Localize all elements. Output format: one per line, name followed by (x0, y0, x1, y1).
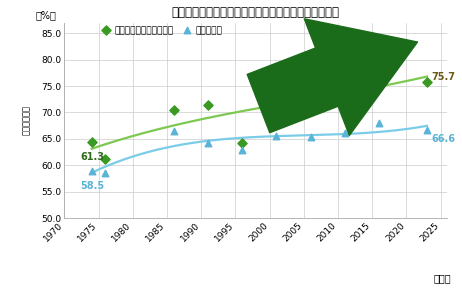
茅野市全域 (375, 121, 383, 125)
茅野市全域 (273, 134, 280, 139)
茅野市全域 (307, 135, 314, 140)
東急リゾートタウン蓼科 (204, 102, 212, 107)
Text: 58.5: 58.5 (80, 181, 104, 191)
茅野市全域 (102, 171, 109, 176)
Text: 75.7: 75.7 (431, 72, 455, 81)
Legend: 東急リゾートタウン蓼科, 茅野市全域: 東急リゾートタウン蓼科, 茅野市全域 (99, 25, 224, 36)
Text: 森林面積割合: 森林面積割合 (22, 106, 30, 136)
東急リゾートタウン蓼科 (273, 95, 280, 100)
Text: 66.6: 66.6 (431, 134, 455, 144)
東急リゾートタウン蓼科 (423, 80, 431, 85)
Text: （年）: （年） (434, 273, 451, 283)
東急リゾートタウン蓼科 (170, 108, 177, 113)
Text: 61.3: 61.3 (80, 152, 104, 162)
茅野市全域 (341, 130, 348, 135)
茅野市全域 (238, 147, 246, 152)
東急リゾートタウン蓼科 (238, 140, 246, 145)
茅野市全域 (170, 129, 177, 133)
東急リゾートタウン蓼科 (375, 73, 383, 78)
Text: （%）: （%） (36, 10, 56, 21)
東急リゾートタウン蓼科 (341, 89, 348, 94)
東急リゾートタウン蓼科 (102, 156, 109, 161)
茅野市全域 (88, 168, 95, 173)
東急リゾートタウン蓼科 (88, 139, 95, 144)
東急リゾートタウン蓼科 (307, 100, 314, 105)
Title: 森林面積割合の変化（空中写真・衛生画像から評価）: 森林面積割合の変化（空中写真・衛生画像から評価） (172, 6, 340, 19)
茅野市全域 (204, 140, 212, 145)
茅野市全域 (423, 128, 431, 133)
